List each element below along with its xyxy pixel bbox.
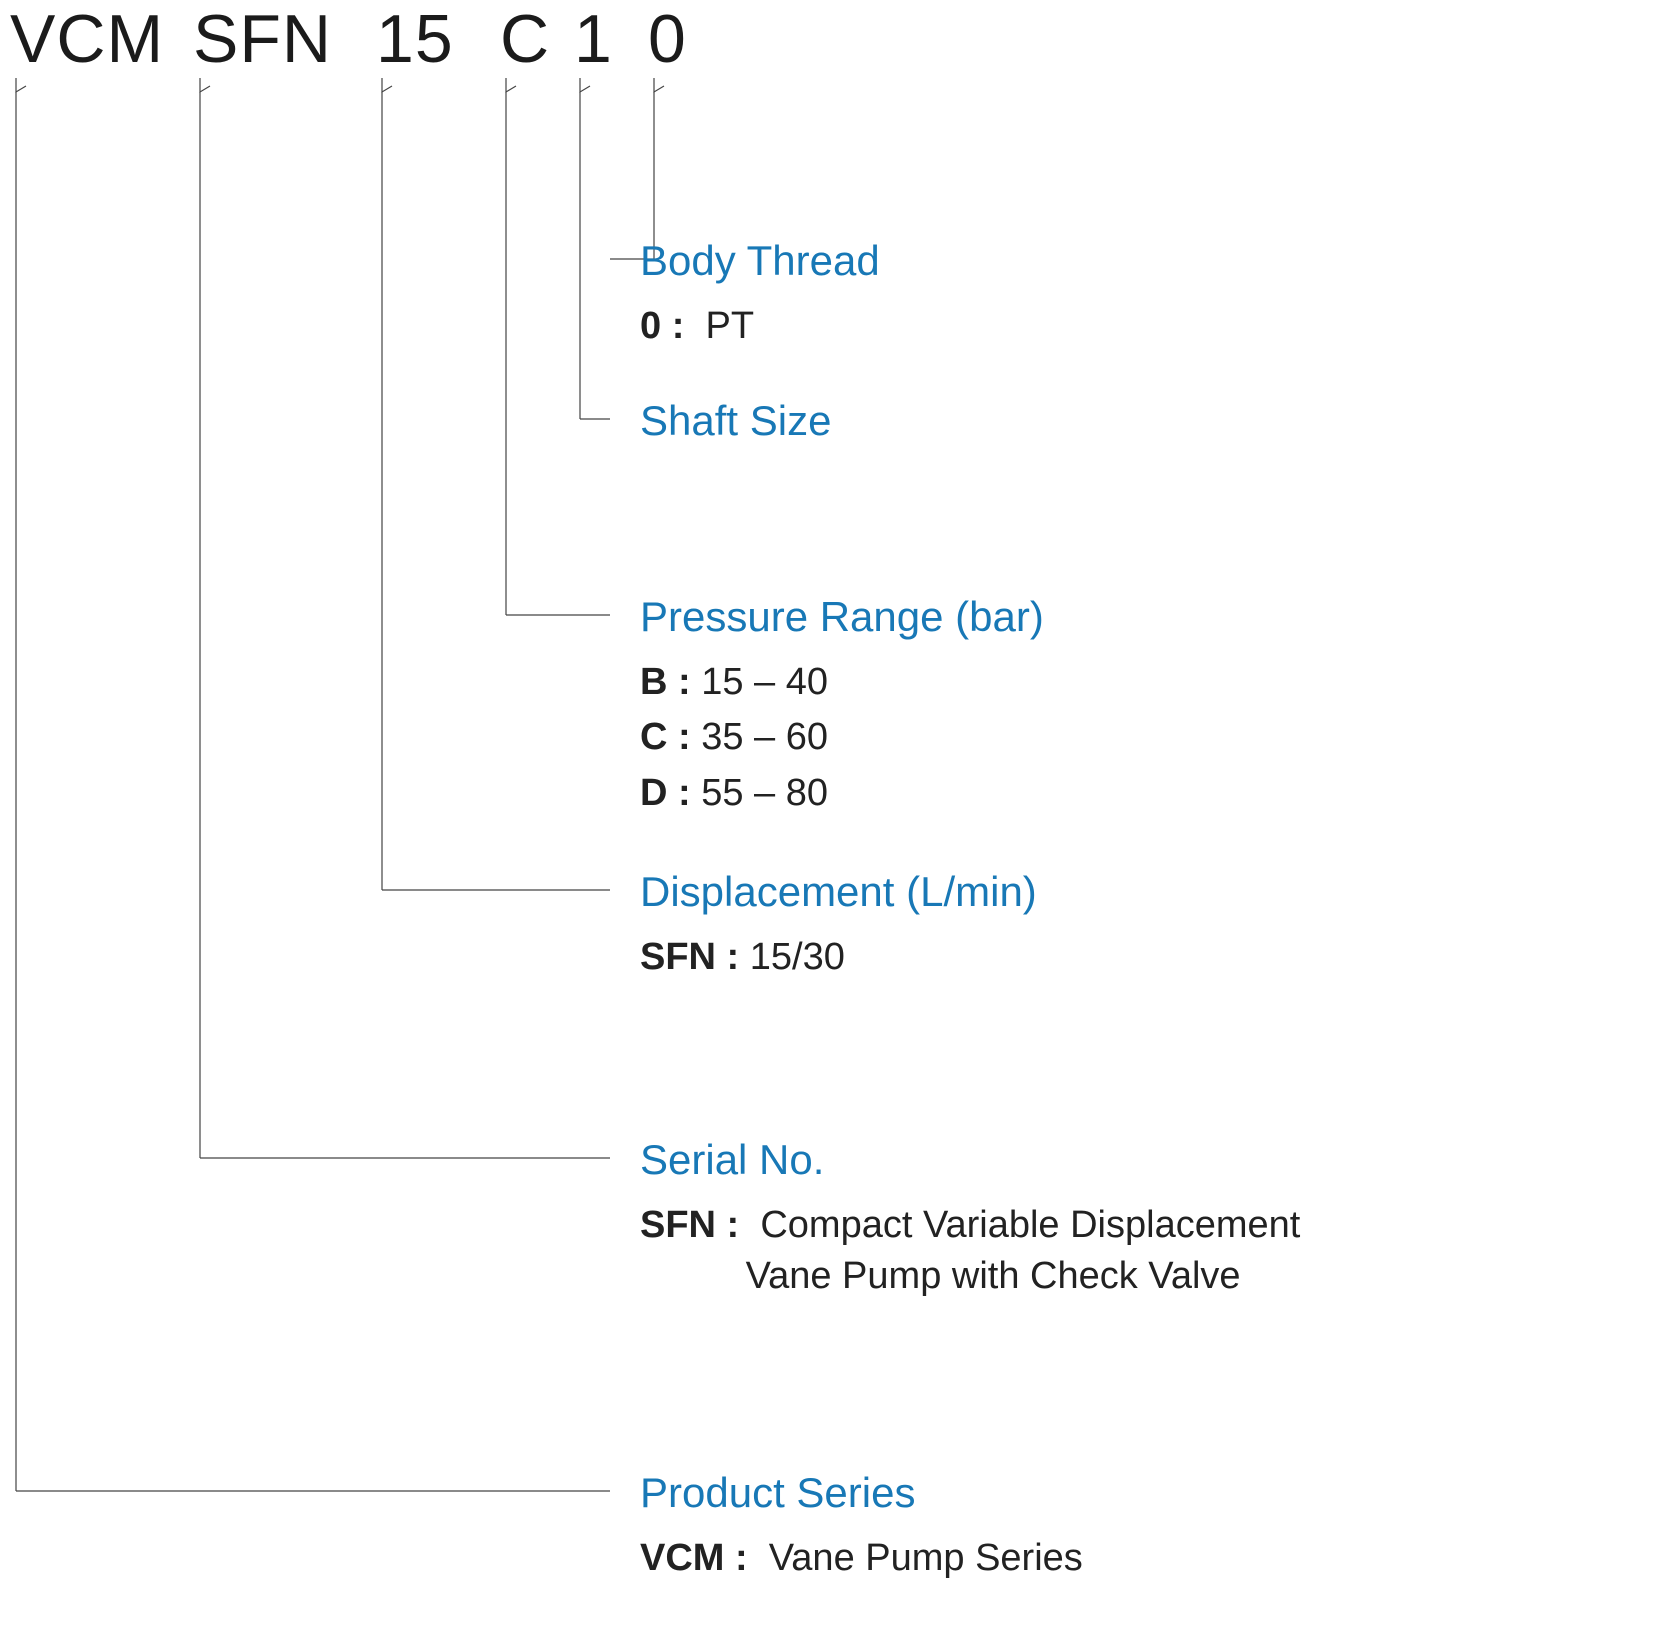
section-displacement-l-min-: Displacement (L/min) SFN : 15/30 xyxy=(640,868,1620,983)
entry: D : 55 – 80 xyxy=(640,768,1620,819)
section-body: B : 15 – 40C : 35 – 60D : 55 – 80 xyxy=(640,657,1620,819)
section-pressure-range-bar-: Pressure Range (bar)B : 15 – 40C : 35 – … xyxy=(640,593,1620,819)
section-body: SFN : Compact Variable Displacement Vane… xyxy=(640,1200,1620,1303)
section-product-series: Product Series VCM : Vane Pump Series xyxy=(640,1469,1620,1584)
entry-key: SFN : xyxy=(640,1204,739,1246)
section-title: Shaft Size xyxy=(640,397,1620,445)
entry-key: 0 : xyxy=(640,305,684,347)
code-segment-4: 1 xyxy=(574,0,613,78)
entry: C : 35 – 60 xyxy=(640,712,1620,763)
section-serial-no-: Serial No. SFN : Compact Variable Displac… xyxy=(640,1136,1620,1303)
section-body: VCM : Vane Pump Series xyxy=(640,1533,1620,1584)
entry-val: Compact Variable Displacement Vane Pump … xyxy=(640,1204,1300,1297)
section-body-thread: Body Thread 0 : PT xyxy=(640,237,1620,352)
section-title: Serial No. xyxy=(640,1136,1620,1184)
entry-val: 15/30 xyxy=(739,936,845,978)
entry-val: 15 – 40 xyxy=(691,661,828,703)
section-shaft-size: Shaft Size xyxy=(640,397,1620,461)
entry-val: Vane Pump Series xyxy=(748,1537,1083,1579)
section-body: SFN : 15/30 xyxy=(640,932,1620,983)
entry-val: 55 – 80 xyxy=(691,772,828,814)
code-segment-2: 15 xyxy=(376,0,454,78)
entry: VCM : Vane Pump Series xyxy=(640,1533,1620,1584)
code-segment-3: C xyxy=(500,0,550,78)
entry: SFN : 15/30 xyxy=(640,932,1620,983)
entry: 0 : PT xyxy=(640,301,1620,352)
entry: SFN : Compact Variable Displacement Vane… xyxy=(640,1200,1620,1303)
section-body: 0 : PT xyxy=(640,301,1620,352)
entry-key: VCM : xyxy=(640,1537,748,1579)
code-row: VCM SFN 15 C10 xyxy=(10,0,1658,80)
entry: B : 15 – 40 xyxy=(640,657,1620,708)
entry-key: D : xyxy=(640,772,691,814)
entry-key: B : xyxy=(640,661,691,703)
entry-key: C : xyxy=(640,716,691,758)
section-title: Product Series xyxy=(640,1469,1620,1517)
section-title: Pressure Range (bar) xyxy=(640,593,1620,641)
entry-val: 35 – 60 xyxy=(691,716,828,758)
code-segment-1: SFN xyxy=(193,0,332,78)
section-title: Displacement (L/min) xyxy=(640,868,1620,916)
entry-key: SFN : xyxy=(640,936,739,978)
code-segment-5: 0 xyxy=(648,0,687,78)
section-title: Body Thread xyxy=(640,237,1620,285)
entry-val: PT xyxy=(684,305,754,347)
code-segment-0: VCM xyxy=(10,0,164,78)
